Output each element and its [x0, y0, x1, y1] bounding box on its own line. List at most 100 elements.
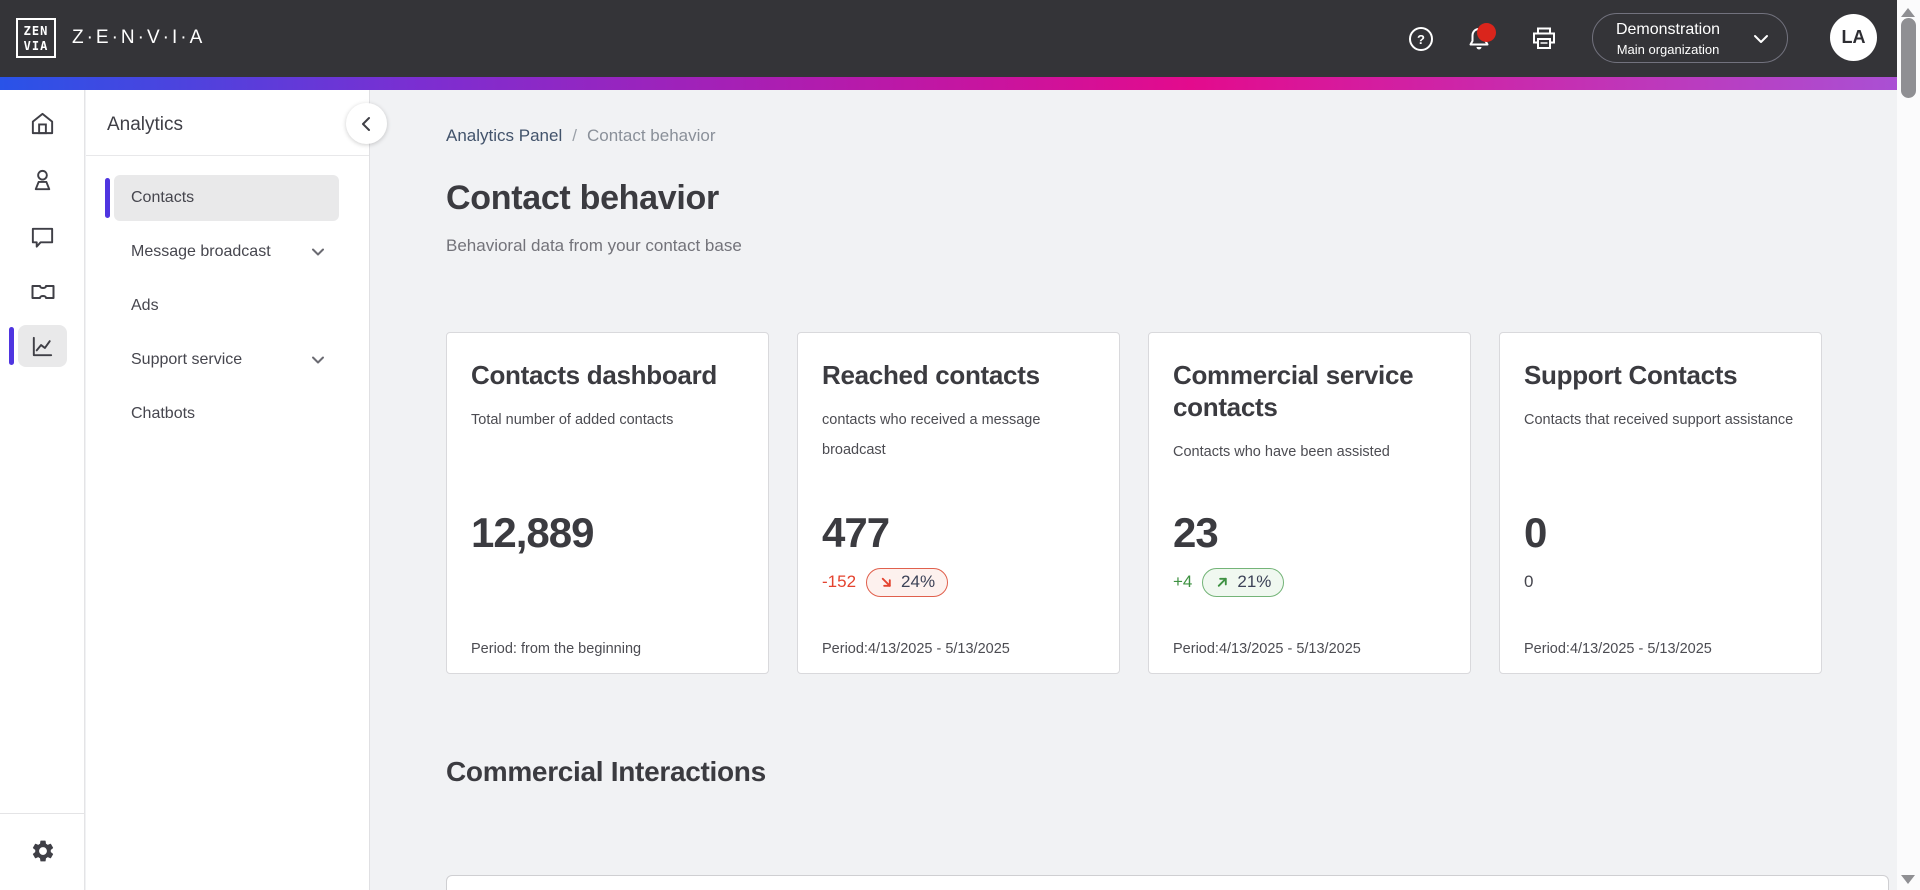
rail-item-contacts[interactable] [18, 159, 67, 201]
app-header: ZEN VIA Z·E·N·V·I·A ? Demonstration Main… [0, 0, 1920, 77]
person-icon [34, 169, 51, 190]
organization-subtitle: Main organization [1616, 42, 1720, 57]
svg-text:ZEN: ZEN [24, 24, 49, 38]
sidebar-item-label: Contacts [131, 189, 195, 206]
help-icon: ? [1409, 27, 1433, 51]
card-reached-contacts: Reached contacts contacts who received a… [797, 332, 1120, 674]
help-button[interactable]: ? [1399, 17, 1443, 61]
analytics-icon [32, 336, 53, 356]
arrow-down-right-icon [881, 577, 891, 587]
notification-dot [1477, 23, 1496, 42]
brand-wordmark: Z·E·N·V·I·A [72, 27, 206, 48]
organization-selector[interactable]: Demonstration Main organization [1592, 13, 1788, 63]
analytics-sidebar: Analytics Contacts Message broadcast Ads… [86, 90, 370, 890]
card-value: 477 [822, 509, 890, 556]
card-value: 0 [1524, 509, 1547, 556]
sidebar-title: Analytics [107, 114, 184, 135]
card-value: 23 [1173, 509, 1219, 556]
printer-icon [1533, 27, 1555, 49]
card-delta-row: -152 24% [822, 567, 949, 597]
sidebar-item-contacts[interactable]: Contacts [105, 175, 339, 221]
svg-text:?: ? [1417, 32, 1425, 47]
rail-item-chats[interactable] [18, 216, 67, 258]
sidebar-item-chatbots[interactable]: Chatbots [114, 391, 339, 437]
breadcrumb: Analytics Panel / Contact behavior [446, 126, 1897, 146]
ticket-icon [31, 285, 54, 299]
scrollbar-thumb[interactable] [1901, 18, 1916, 98]
selected-indicator [105, 178, 110, 218]
user-avatar[interactable]: LA [1830, 14, 1877, 61]
rail-item-analytics[interactable] [18, 325, 67, 367]
avatar-initials: LA [1841, 27, 1866, 47]
card-contacts-dashboard: Contacts dashboard Total number of added… [446, 332, 769, 674]
rail-item-home[interactable] [18, 102, 67, 144]
breadcrumb-separator: / [572, 126, 577, 145]
trend-badge: 24% [866, 567, 949, 597]
card-description: Contacts who have been assisted [1173, 444, 1390, 460]
rail-item-settings[interactable] [18, 830, 67, 872]
card-period: Period:4/13/2025 - 5/13/2025 [1173, 641, 1361, 657]
card-value: 12,889 [471, 509, 594, 556]
sidebar-item-message-broadcast[interactable]: Message broadcast [114, 229, 339, 275]
icon-rail [0, 90, 85, 890]
active-rail-indicator [9, 327, 14, 365]
chat-icon [31, 227, 54, 248]
chevron-down-icon [312, 356, 324, 364]
card-period: Period:4/13/2025 - 5/13/2025 [822, 641, 1010, 657]
sidebar-item-label: Message broadcast [131, 243, 271, 260]
card-delta-row: 0 [1524, 567, 1533, 597]
card-period: Period: from the beginning [471, 641, 642, 657]
sidebar-item-label: Ads [131, 297, 159, 314]
commercial-interactions-card [446, 875, 1889, 890]
organization-name: Demonstration [1615, 21, 1721, 38]
sidebar-item-support-service[interactable]: Support service [114, 337, 339, 383]
trend-badge: 21% [1202, 567, 1285, 597]
svg-text:VIA: VIA [24, 39, 49, 53]
delta-value: 0 [1524, 572, 1534, 591]
sidebar-nav: Contacts Message broadcast Ads Support s… [86, 175, 369, 437]
zenvia-logo-icon: ZEN VIA [16, 18, 56, 58]
arrow-up-right-icon [1218, 577, 1228, 587]
sidebar-item-ads[interactable]: Ads [114, 283, 339, 329]
trend-percentage: 24% [901, 572, 936, 591]
kpi-cards-row: Contacts dashboard Total number of added… [446, 332, 1897, 674]
rail-item-tickets[interactable] [18, 271, 67, 313]
chevron-down-icon [1754, 35, 1768, 43]
print-button[interactable] [1522, 17, 1566, 61]
sidebar-divider [86, 155, 369, 156]
sidebar-item-label: Chatbots [131, 405, 196, 422]
sidebar-collapse-button[interactable] [346, 103, 387, 144]
card-description: Total number of added contacts [471, 412, 674, 428]
sidebar-item-label: Support service [131, 351, 243, 368]
card-description: contacts who received a message broadcas… [822, 412, 1041, 458]
chevron-down-icon [312, 248, 324, 256]
home-icon [31, 112, 54, 134]
card-title: Reached contacts [822, 360, 1040, 390]
card-title: Contacts dashboard [471, 360, 717, 390]
chevron-left-icon [361, 116, 370, 131]
page-subtitle: Behavioral data from your contact base [446, 236, 742, 255]
delta-value: +4 [1173, 572, 1193, 591]
scrollbar-down-arrow[interactable] [1901, 875, 1915, 884]
zenvia-logo[interactable]: ZEN VIA Z·E·N·V·I·A [14, 16, 205, 60]
section-title-commercial-interactions: Commercial Interactions [446, 756, 766, 787]
card-period: Period:4/13/2025 - 5/13/2025 [1524, 641, 1712, 657]
breadcrumb-current: Contact behavior [586, 126, 716, 145]
delta-value: -152 [822, 572, 857, 591]
gear-icon [32, 840, 53, 862]
brand-gradient-bar [0, 77, 1920, 90]
scrollbar-up-arrow[interactable] [1901, 8, 1915, 17]
rail-divider [0, 813, 85, 814]
notifications-button[interactable] [1457, 17, 1501, 61]
page-title: Contact behavior [446, 179, 719, 217]
main-content: Analytics Panel / Contact behavior Conta… [371, 90, 1897, 890]
card-title: Commercial service contacts [1173, 360, 1414, 422]
breadcrumb-analytics-panel[interactable]: Analytics Panel [446, 126, 563, 145]
card-delta-row: +4 21% [1173, 567, 1285, 597]
card-support-contacts: Support Contacts Contacts that received … [1499, 332, 1822, 674]
card-commercial-service-contacts: Commercial service contacts Contacts who… [1148, 332, 1471, 674]
card-title: Support Contacts [1524, 360, 1738, 390]
page-scrollbar[interactable] [1897, 0, 1920, 890]
trend-percentage: 21% [1237, 572, 1272, 591]
card-description: Contacts that received support assistanc… [1524, 412, 1794, 428]
